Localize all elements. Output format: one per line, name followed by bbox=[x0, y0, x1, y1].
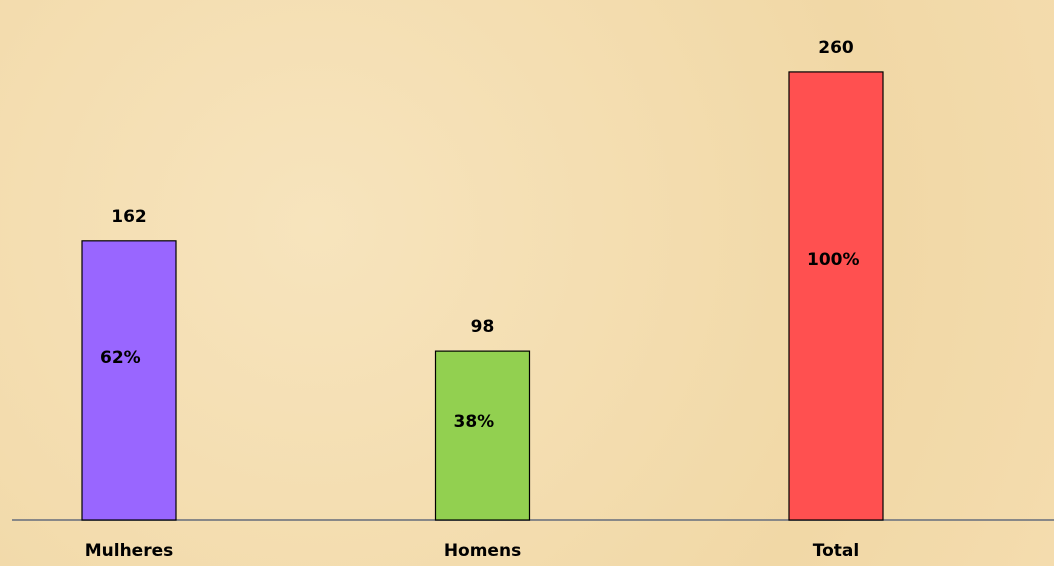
x-tick-label: Mulheres bbox=[85, 541, 174, 561]
bar bbox=[788, 71, 884, 521]
percent-label: 62% bbox=[100, 348, 141, 368]
percent-label: 38% bbox=[454, 412, 495, 432]
x-tick-label: Homens bbox=[444, 541, 521, 561]
bar bbox=[81, 240, 177, 521]
value-label: 162 bbox=[111, 207, 147, 227]
percent-label: 100% bbox=[807, 250, 860, 270]
x-tick-label: Total bbox=[813, 541, 859, 561]
value-label: 98 bbox=[471, 317, 495, 337]
value-label: 260 bbox=[818, 38, 854, 58]
bar bbox=[434, 350, 531, 521]
